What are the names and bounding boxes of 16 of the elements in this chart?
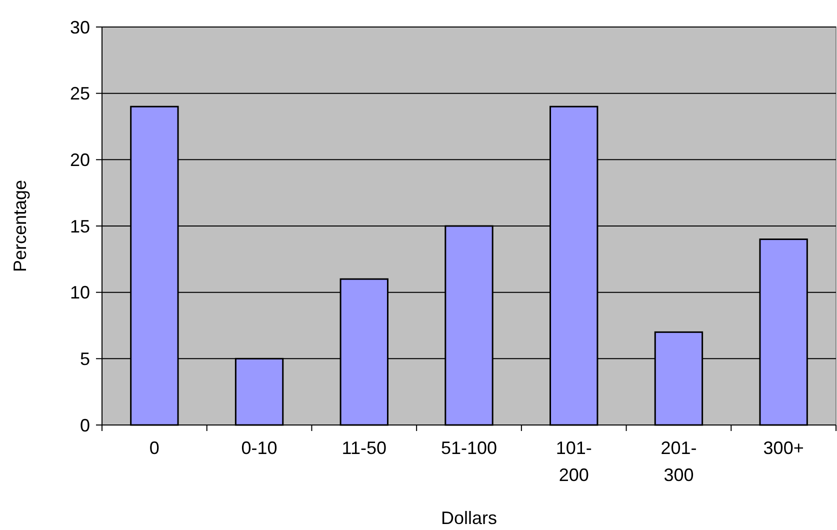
x-axis-title: Dollars [440, 508, 498, 528]
y-tick-label: 15 [70, 216, 90, 236]
y-tick-label: 10 [70, 282, 90, 303]
x-tick-label: 101-200 [556, 438, 592, 485]
y-tick-label: 20 [70, 150, 90, 170]
y-tick-label: 5 [80, 348, 90, 369]
x-tick-label: 201-300 [660, 438, 697, 485]
x-tick-label: 51-100 [440, 438, 498, 458]
x-tick-label: 0-10 [241, 438, 278, 458]
y-axis-title: Percentage [10, 180, 30, 272]
x-tick-label: 0 [149, 438, 160, 458]
x-tick-label: 300+ [763, 438, 804, 458]
y-tick-label: 25 [70, 84, 90, 104]
y-tick-label: 0 [80, 415, 90, 436]
y-tick-label: 30 [70, 17, 90, 38]
x-tick-label: 11-50 [342, 438, 386, 458]
